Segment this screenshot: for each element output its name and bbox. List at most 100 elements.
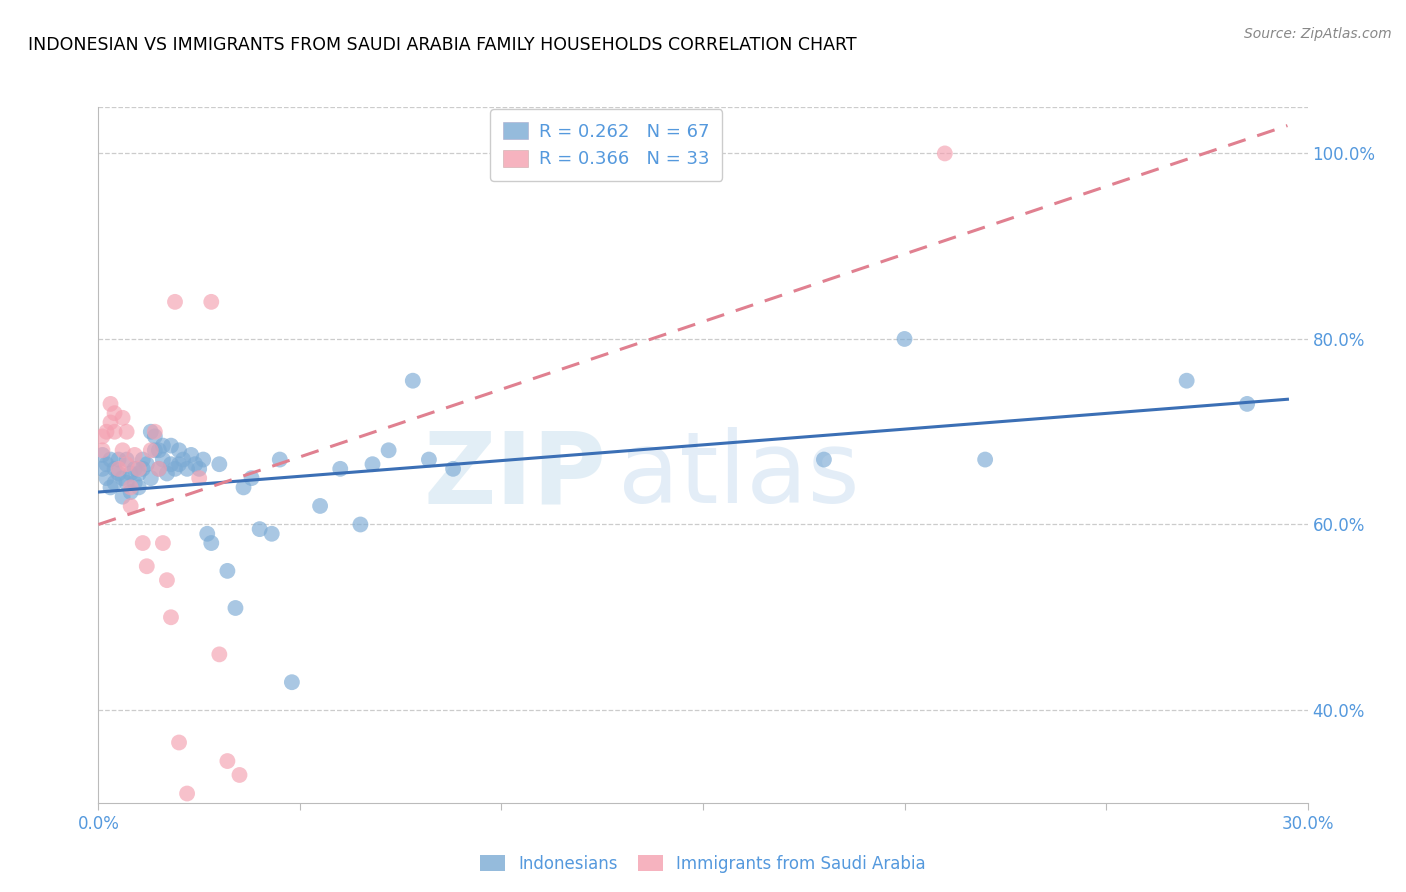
Point	[148, 462, 170, 476]
Point	[208, 457, 231, 471]
Point	[188, 462, 211, 476]
Point	[228, 768, 250, 782]
Point	[115, 475, 138, 490]
Point	[148, 443, 170, 458]
Point	[402, 374, 425, 388]
Point	[132, 452, 155, 467]
Point	[188, 471, 211, 485]
Point	[107, 462, 129, 476]
Point	[139, 425, 162, 439]
Point	[124, 448, 146, 462]
Point	[156, 573, 179, 587]
Point	[100, 416, 122, 430]
Point	[195, 526, 218, 541]
Point	[128, 462, 150, 476]
Point	[111, 490, 134, 504]
Point	[124, 475, 146, 490]
Text: atlas: atlas	[619, 427, 860, 524]
Point	[96, 425, 118, 439]
Point	[1236, 397, 1258, 411]
Point	[115, 457, 138, 471]
Point	[111, 471, 134, 485]
Point	[232, 480, 254, 494]
Point	[260, 526, 283, 541]
Point	[152, 439, 174, 453]
Point	[120, 499, 142, 513]
Point	[349, 517, 371, 532]
Point	[361, 457, 384, 471]
Point	[160, 439, 183, 453]
Point	[96, 457, 118, 471]
Point	[143, 429, 166, 443]
Point	[217, 564, 239, 578]
Point	[148, 462, 170, 476]
Point	[115, 425, 138, 439]
Point	[96, 471, 118, 485]
Point	[167, 443, 190, 458]
Point	[128, 480, 150, 494]
Point	[103, 406, 125, 420]
Point	[160, 457, 183, 471]
Point	[418, 452, 440, 467]
Point	[240, 471, 263, 485]
Point	[893, 332, 915, 346]
Point	[103, 462, 125, 476]
Point	[115, 452, 138, 467]
Point	[100, 480, 122, 494]
Point	[100, 452, 122, 467]
Point	[132, 462, 155, 476]
Point	[249, 522, 271, 536]
Point	[132, 536, 155, 550]
Point	[124, 462, 146, 476]
Point	[377, 443, 399, 458]
Point	[224, 601, 246, 615]
Point	[91, 429, 114, 443]
Point	[91, 443, 114, 458]
Text: INDONESIAN VS IMMIGRANTS FROM SAUDI ARABIA FAMILY HOUSEHOLDS CORRELATION CHART: INDONESIAN VS IMMIGRANTS FROM SAUDI ARAB…	[28, 36, 856, 54]
Legend: R = 0.262   N = 67, R = 0.366   N = 33: R = 0.262 N = 67, R = 0.366 N = 33	[491, 109, 723, 181]
Point	[156, 467, 179, 481]
Point	[103, 475, 125, 490]
Text: Source: ZipAtlas.com: Source: ZipAtlas.com	[1244, 27, 1392, 41]
Point	[143, 443, 166, 458]
Point	[172, 452, 194, 467]
Point	[163, 294, 186, 309]
Point	[217, 754, 239, 768]
Point	[120, 485, 142, 500]
Point	[167, 457, 190, 471]
Point	[200, 294, 222, 309]
Point	[208, 648, 231, 662]
Point	[143, 425, 166, 439]
Point	[441, 462, 464, 476]
Point	[1175, 374, 1198, 388]
Point	[281, 675, 304, 690]
Point	[309, 499, 332, 513]
Point	[329, 462, 352, 476]
Point	[135, 457, 157, 471]
Point	[163, 462, 186, 476]
Point	[200, 536, 222, 550]
Point	[91, 462, 114, 476]
Point	[193, 452, 215, 467]
Point	[176, 462, 198, 476]
Point	[111, 410, 134, 425]
Point	[139, 471, 162, 485]
Point	[152, 452, 174, 467]
Point	[135, 559, 157, 574]
Point	[269, 452, 291, 467]
Point	[100, 397, 122, 411]
Point	[934, 146, 956, 161]
Point	[128, 467, 150, 481]
Point	[111, 443, 134, 458]
Point	[103, 425, 125, 439]
Point	[120, 467, 142, 481]
Point	[167, 735, 190, 749]
Point	[180, 448, 202, 462]
Point	[974, 452, 997, 467]
Point	[91, 448, 114, 462]
Point	[139, 443, 162, 458]
Point	[184, 457, 207, 471]
Point	[107, 467, 129, 481]
Legend: Indonesians, Immigrants from Saudi Arabia: Indonesians, Immigrants from Saudi Arabi…	[474, 848, 932, 880]
Point	[176, 787, 198, 801]
